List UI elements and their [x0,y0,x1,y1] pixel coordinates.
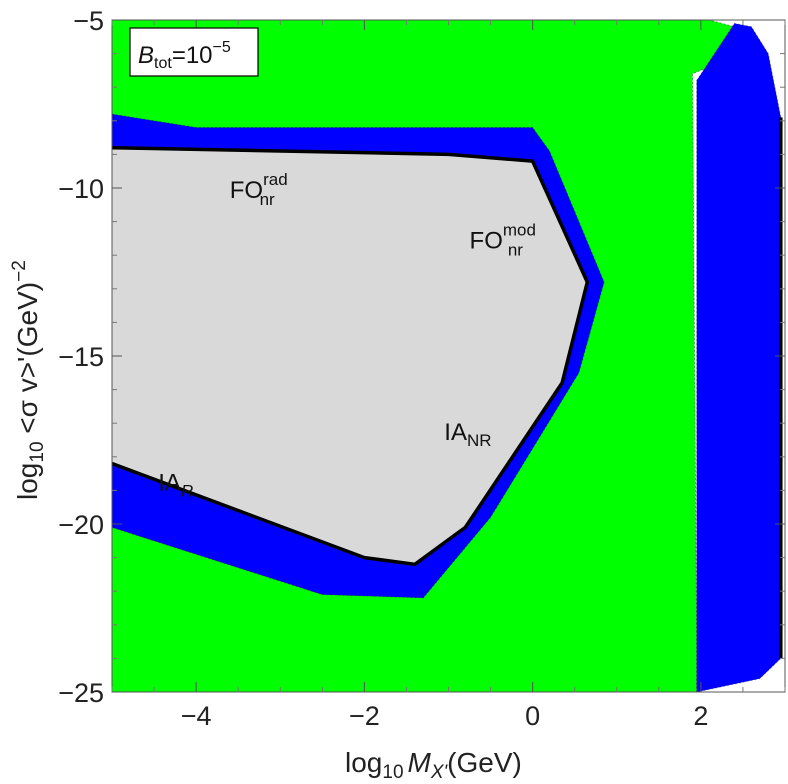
legend-box: Btot=10−5 [129,27,259,77]
legend-base: B [138,42,154,69]
y-axis-label-sub: 10 [27,441,48,462]
x-axis-label-varsub: X' [430,762,449,783]
x-axis-label-pre: log [345,747,382,778]
region-blue-right-band [696,22,782,693]
y-tick-label: −5 [73,6,104,36]
x-tick-label: −4 [181,701,212,731]
y-axis-label-pre: log [12,463,43,500]
y-tick-label: −10 [58,174,104,204]
boundaries-layer [111,117,783,659]
annotation-fo-nr-rad: FOrad nr [230,170,288,209]
legend-box-frame [129,27,259,77]
annotation-ia-r: IAR [158,469,193,500]
annotation-fo-nr-mod: FOmod nr [470,220,536,259]
annotations-layer: FOrad nr FOmod nr IANR IAR [158,170,536,500]
y-tick-label: −25 [58,678,104,708]
regions-layer [111,19,782,693]
y-axis-label-mid: <σ v>'(GeV) [12,282,43,442]
y-tick-label: −15 [58,342,104,372]
y-tick-label: −20 [58,510,104,540]
x-tick-label: −2 [349,701,380,731]
x-tick-label: 0 [525,701,540,731]
ticks-layer: −4 −2 0 2−5−10−15−20−25 [58,6,786,731]
legend-sub: tot [154,55,172,72]
y-axis-label-sup: −2 [9,260,30,282]
region-gray [112,147,588,565]
y-axis-label: log10 <σ v>'(GeV)−2 [9,260,48,500]
annotation-ia-nr: IANR [444,419,491,450]
legend-text: Btot=10−5 [138,39,231,72]
x-axis-label-var: M [408,747,432,778]
legend-sup: −5 [213,39,231,56]
x-axis-label-sub: 10 [382,762,403,783]
x-tick-label: 2 [693,701,708,731]
gray-boundary [111,145,590,567]
region-blue-top-band [111,113,605,599]
x-axis-label-post: (GeV) [447,747,522,778]
x-axis-label: log10 MX'(GeV) [345,747,522,783]
legend-eq: =10 [172,42,213,69]
